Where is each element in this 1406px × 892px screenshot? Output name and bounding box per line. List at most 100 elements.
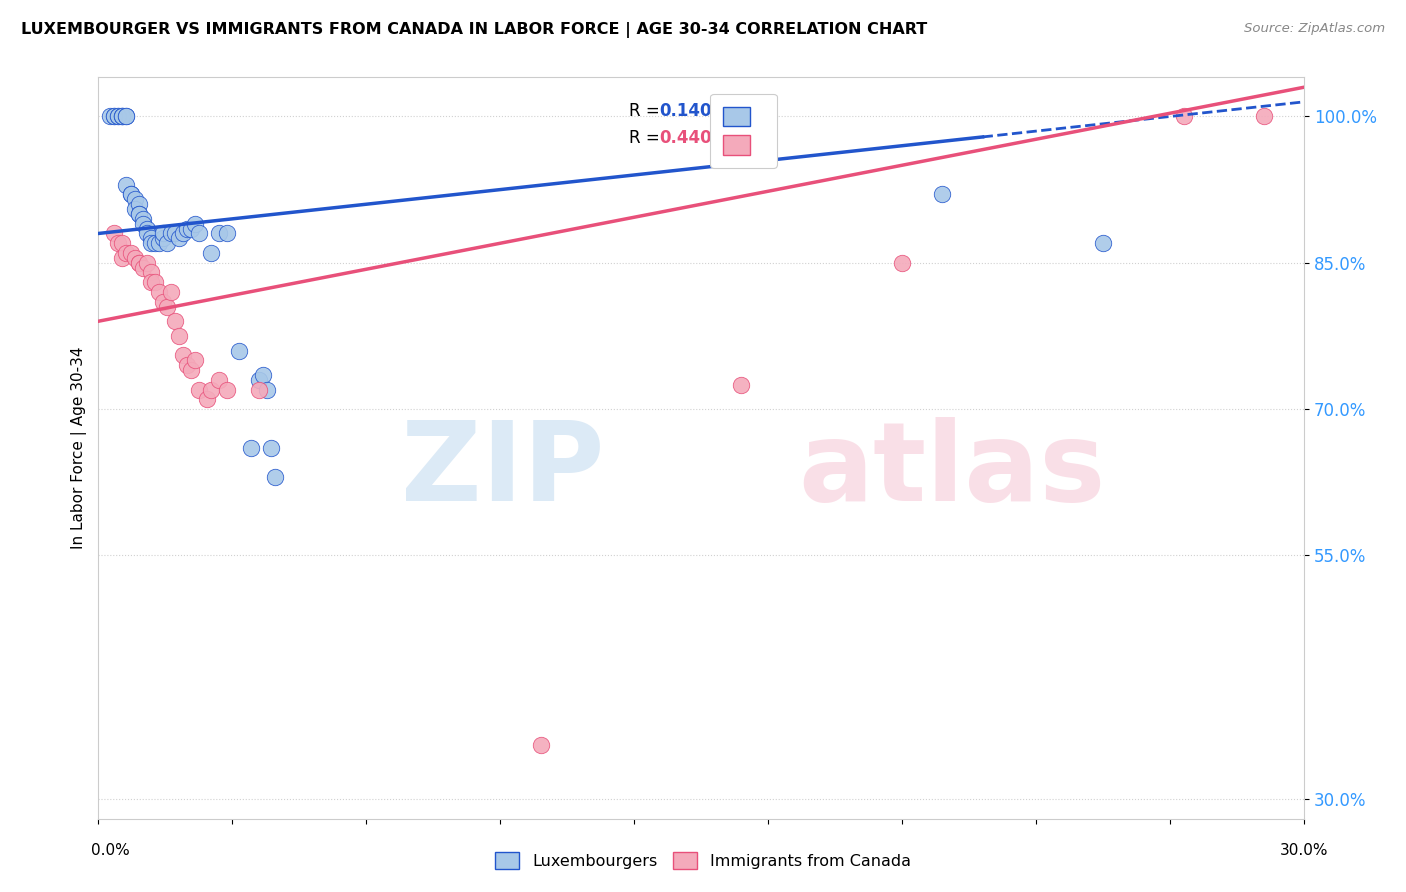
Point (180, 363, 202, 377)
Point (260, 441, 283, 455)
Point (128, 256, 150, 270)
Point (247, 383, 270, 397)
Point (128, 197, 150, 211)
Point (247, 373, 270, 387)
Text: 0.440: 0.440 (659, 129, 711, 147)
Text: R =: R = (628, 129, 665, 147)
Point (931, 187, 953, 202)
Point (131, 211, 153, 226)
Point (730, 377, 752, 392)
Point (124, 202, 146, 216)
Point (139, 236, 162, 251)
Point (215, 383, 238, 397)
Point (256, 383, 278, 397)
Point (200, 383, 222, 397)
Point (115, 110, 138, 124)
Point (228, 343, 250, 358)
Point (103, 227, 125, 241)
Point (148, 236, 170, 251)
Point (120, 187, 142, 202)
Point (135, 221, 157, 235)
Point (200, 246, 222, 260)
Point (156, 236, 179, 251)
Point (1092, 236, 1115, 251)
Text: ZIP: ZIP (402, 417, 605, 524)
Point (252, 368, 274, 382)
Point (152, 294, 174, 309)
Point (152, 231, 174, 245)
Point (120, 187, 142, 202)
Point (111, 251, 134, 265)
Text: 49: 49 (747, 102, 770, 120)
Point (187, 383, 209, 397)
Point (111, 110, 134, 124)
Text: 30.0%: 30.0% (1281, 843, 1329, 858)
Point (152, 227, 174, 241)
Point (180, 221, 202, 235)
Text: LUXEMBOURGER VS IMMIGRANTS FROM CANADA IN LABOR FORCE | AGE 30-34 CORRELATION CH: LUXEMBOURGER VS IMMIGRANTS FROM CANADA I… (21, 22, 928, 38)
Point (176, 358, 198, 372)
Point (159, 227, 181, 241)
Y-axis label: In Labor Force | Age 30-34: In Labor Force | Age 30-34 (72, 347, 87, 549)
Point (128, 207, 150, 221)
Point (111, 110, 134, 124)
Point (529, 739, 551, 753)
Point (120, 246, 142, 260)
Point (124, 251, 146, 265)
Point (187, 227, 209, 241)
Point (208, 373, 231, 387)
Point (172, 348, 194, 362)
Point (128, 207, 150, 221)
Point (103, 110, 125, 124)
Text: 0.0%: 0.0% (91, 843, 131, 858)
Point (215, 227, 238, 241)
Text: 0.140: 0.140 (659, 102, 711, 120)
Text: N =: N = (707, 129, 755, 147)
Point (115, 178, 138, 192)
Point (159, 285, 181, 299)
Point (128, 256, 150, 270)
Point (135, 256, 157, 270)
Point (107, 236, 129, 251)
Point (148, 285, 170, 299)
Point (163, 314, 186, 328)
Point (143, 275, 166, 289)
Point (115, 246, 138, 260)
Point (111, 110, 134, 124)
Point (107, 110, 129, 124)
Point (1173, 110, 1195, 124)
Point (139, 275, 162, 289)
Point (891, 256, 914, 270)
Text: N =: N = (707, 102, 755, 120)
Point (240, 441, 263, 455)
Point (124, 192, 146, 206)
Point (111, 236, 134, 251)
Point (167, 231, 190, 245)
Point (1253, 110, 1275, 124)
Point (176, 221, 198, 235)
Point (208, 227, 231, 241)
Point (264, 470, 287, 484)
Legend: , : , (710, 94, 778, 168)
Point (135, 227, 157, 241)
Point (131, 217, 153, 231)
Point (139, 231, 162, 245)
Point (143, 236, 166, 251)
Point (131, 260, 153, 275)
Point (163, 227, 186, 241)
Text: 35: 35 (747, 129, 770, 147)
Point (184, 217, 207, 231)
Point (167, 329, 190, 343)
Point (139, 265, 162, 279)
Point (184, 353, 207, 368)
Point (103, 110, 125, 124)
Point (172, 227, 194, 241)
Legend: Luxembourgers, Immigrants from Canada: Luxembourgers, Immigrants from Canada (489, 846, 917, 875)
Text: Source: ZipAtlas.com: Source: ZipAtlas.com (1244, 22, 1385, 36)
Point (115, 110, 138, 124)
Text: atlas: atlas (797, 417, 1105, 524)
Point (156, 300, 179, 314)
Point (100, 110, 122, 124)
Point (107, 110, 129, 124)
Text: R =: R = (628, 102, 665, 120)
